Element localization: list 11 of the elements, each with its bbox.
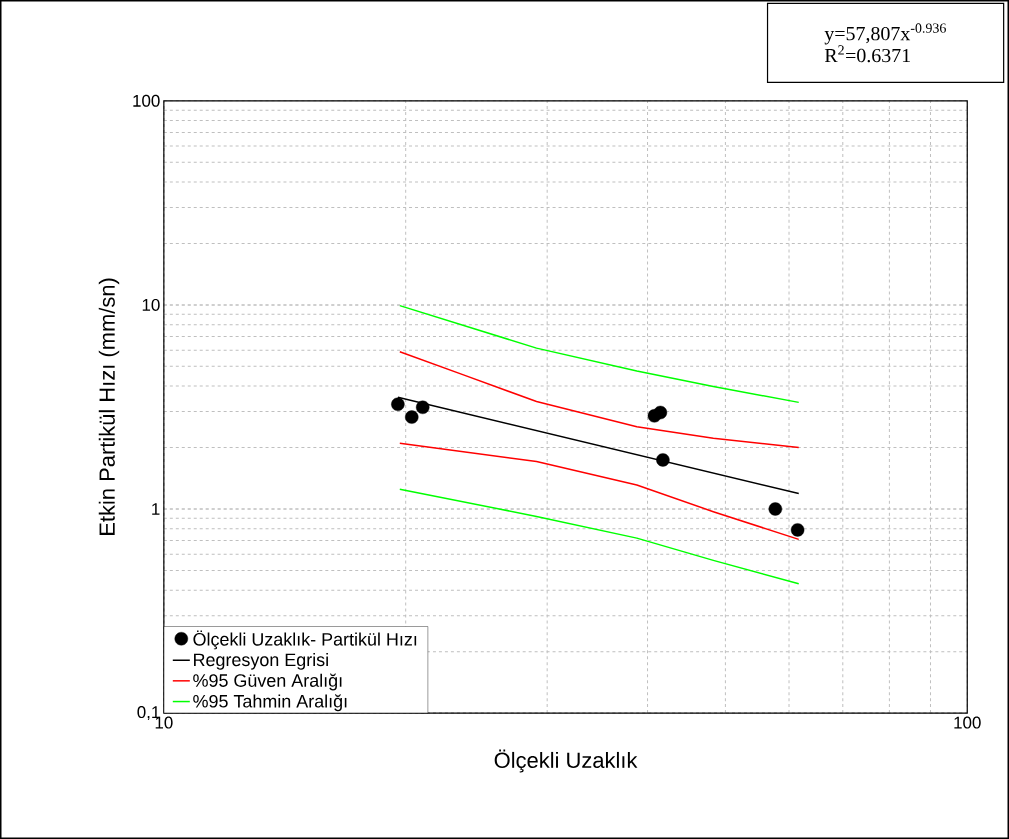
- y-tick-label: 100: [133, 94, 160, 107]
- legend-label: %95 Tahmin Aralığı: [193, 694, 347, 712]
- legend-label: Ölçekli Uzaklık- Partikül Hızı: [193, 630, 417, 650]
- y-tick-label: 10: [142, 298, 160, 311]
- text: y=57,807x$^{-0.936}$: [824, 23, 946, 45]
- text: R$^{2}$=0.6371: [824, 45, 910, 63]
- y-tick-label: 1: [152, 503, 160, 515]
- y-axis-title: Etkin Partikül Hızı (mm/sn): [98, 278, 120, 535]
- legend-label: %95 Güven Aralığı: [193, 673, 342, 691]
- legend-label: Regresyon Egrisi: [194, 653, 328, 670]
- x-axis-title: Ölçekli Uzaklık: [494, 749, 638, 773]
